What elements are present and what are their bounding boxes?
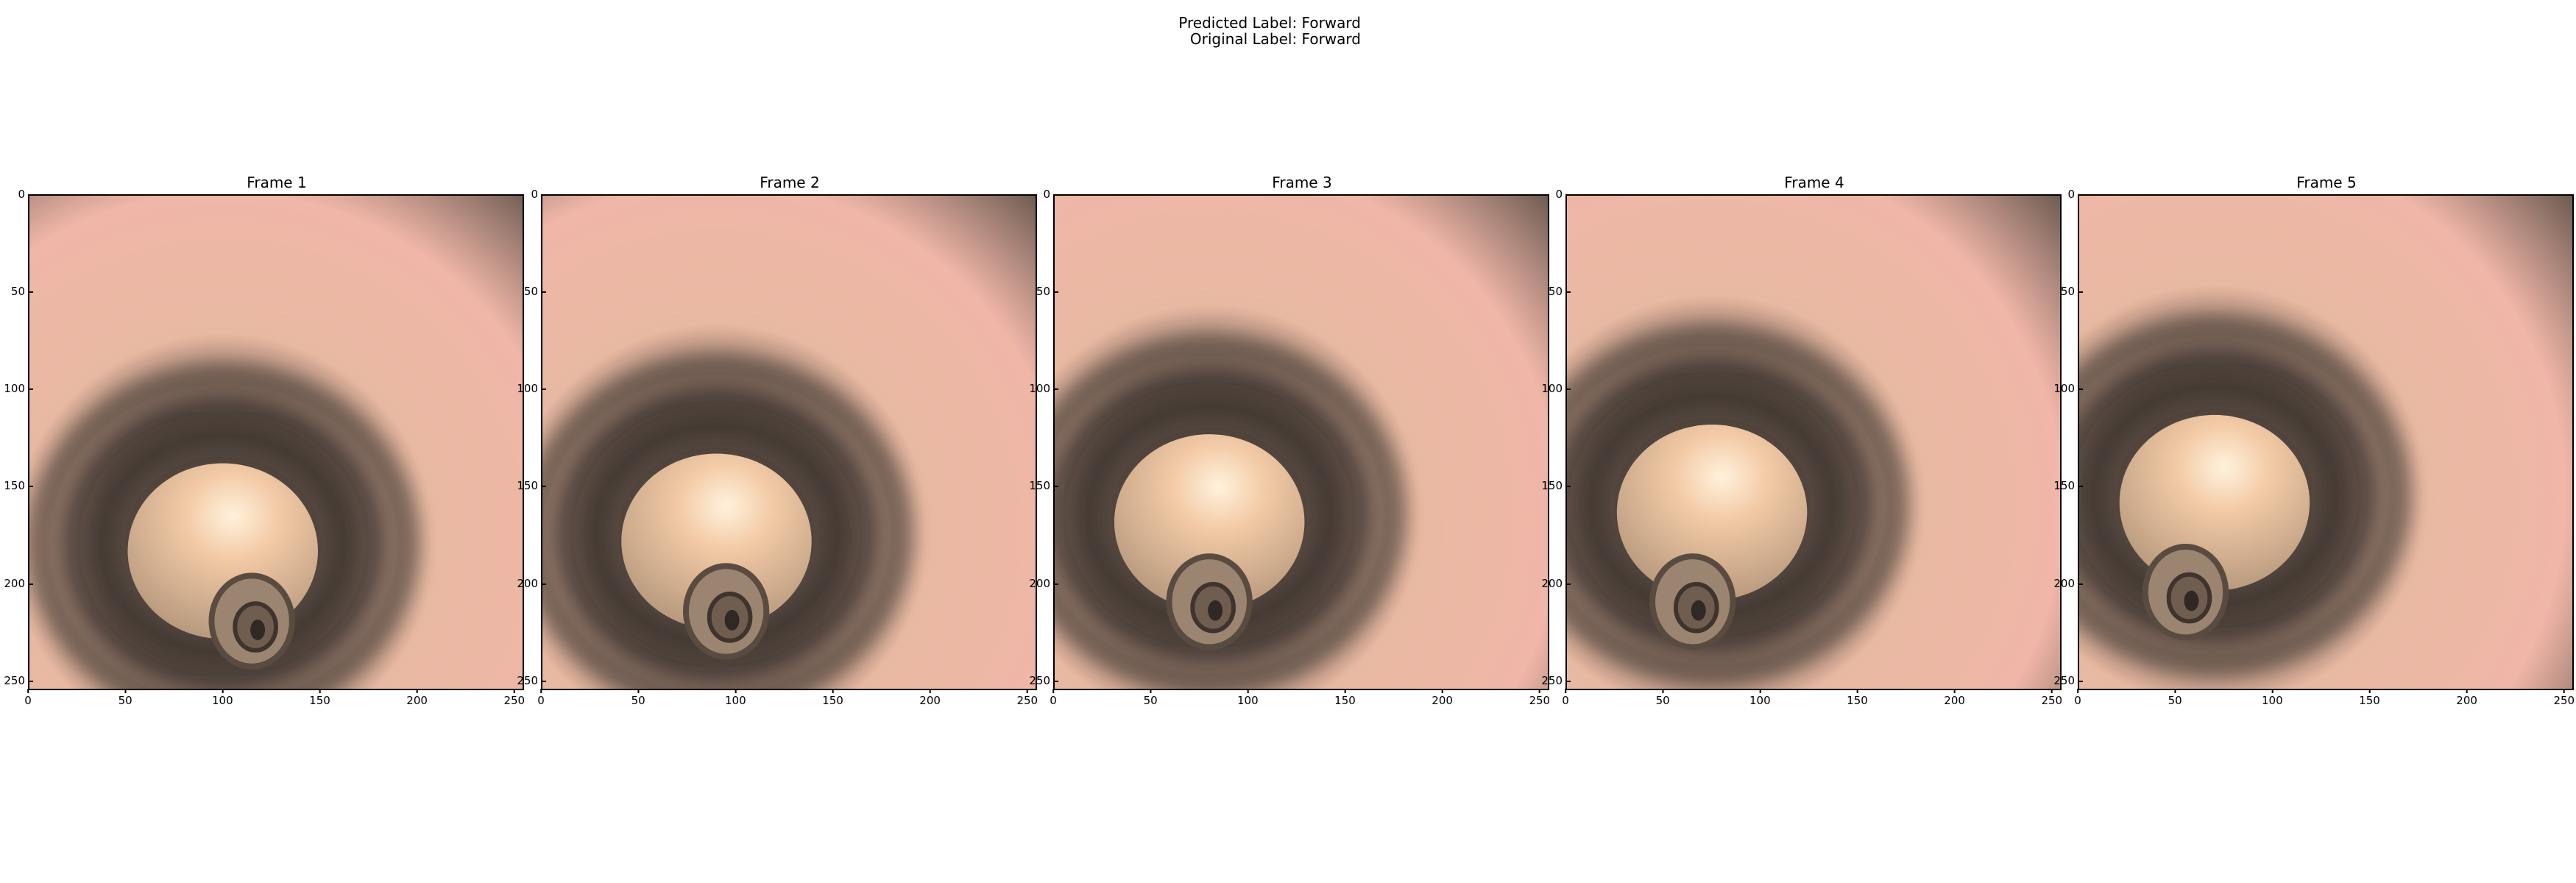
frame-panel-4: Frame 4 0 50 100 150 200 250 0 50 100 150 200 250	[1538, 174, 2062, 733]
x-tick-label: 100	[1236, 689, 1259, 707]
x-tick-label: 50	[118, 689, 132, 707]
y-tick-label: 150	[4, 479, 33, 493]
frame-panel-3: Frame 3 0 50 100 150 200 250 0 50 100 150 200 250	[1025, 174, 1550, 733]
frame-panel-2: Frame 2 0 50 100 150 200 250 0 50 100 150 200 250	[513, 174, 1038, 733]
figure-suptitle: Predicted Label: Forward Original Label:…	[1104, 15, 1361, 47]
y-tick-label: 50	[1036, 285, 1059, 299]
y-tick-label: 200	[517, 576, 546, 590]
y-tick-label: 200	[4, 576, 33, 590]
x-tick-label: 150	[2359, 689, 2380, 707]
x-tick-label: 100	[724, 689, 746, 707]
y-tick-label: 100	[1029, 382, 1058, 396]
y-tick-label: 50	[2060, 285, 2084, 299]
y-tick-label: 150	[1541, 479, 1571, 493]
y-tick-label: 150	[2053, 479, 2083, 493]
x-tick-label: 0	[24, 689, 32, 707]
original-label: Original Label: Forward	[1189, 30, 1361, 48]
y-tick-label: 150	[1029, 479, 1058, 493]
x-tick-label: 250	[1529, 689, 1551, 707]
x-tick-label: 150	[309, 689, 330, 707]
x-tick-label: 200	[1432, 689, 1453, 707]
x-tick-label: 150	[822, 689, 843, 707]
frame-image	[541, 194, 1037, 690]
y-tick-label: 50	[10, 285, 34, 299]
y-tick-label: 0	[531, 188, 546, 201]
x-tick-label: 100	[1749, 689, 1771, 707]
x-tick-label: 0	[1562, 689, 1569, 707]
y-tick-label: 150	[517, 479, 546, 493]
y-tick-label: 100	[4, 382, 33, 396]
predicted-label: Predicted Label: Forward	[1178, 14, 1361, 32]
y-tick-label: 50	[1548, 285, 1571, 299]
x-tick-label: 250	[503, 689, 526, 707]
y-tick-label: 0	[2067, 188, 2083, 201]
y-tick-label: 200	[1029, 576, 1058, 590]
x-tick-label: 100	[2261, 689, 2283, 707]
y-tick-label: 250	[517, 673, 546, 687]
frame-title: Frame 4	[1784, 174, 1844, 191]
x-tick-label: 150	[1334, 689, 1356, 707]
x-tick-label: 0	[2074, 689, 2081, 707]
x-tick-label: 250	[2553, 689, 2575, 707]
frame-title: Frame 2	[760, 174, 820, 191]
frame-image	[28, 194, 524, 690]
x-tick-label: 100	[211, 689, 233, 707]
y-tick-label: 100	[517, 382, 546, 396]
y-tick-label: 100	[2053, 382, 2083, 396]
x-tick-label: 250	[2041, 689, 2063, 707]
y-tick-label: 0	[18, 188, 33, 201]
frame-panel-5: Frame 5 0 50 100 150 200 250 0 50 100 150 200 250	[2050, 174, 2575, 733]
y-tick-label: 0	[1043, 188, 1058, 201]
y-tick-label: 250	[1029, 673, 1058, 687]
x-tick-label: 50	[631, 689, 645, 707]
x-tick-label: 250	[1016, 689, 1038, 707]
y-tick-label: 250	[1541, 673, 1571, 687]
y-tick-label: 200	[1541, 576, 1571, 590]
y-tick-label: 0	[1555, 188, 1571, 201]
x-tick-label: 50	[2168, 689, 2182, 707]
x-tick-label: 0	[1050, 689, 1057, 707]
y-tick-label: 50	[523, 285, 547, 299]
y-tick-label: 100	[1541, 382, 1571, 396]
frame-title: Frame 1	[247, 174, 307, 191]
y-tick-label: 250	[4, 673, 33, 687]
x-tick-label: 200	[2456, 689, 2477, 707]
frame-panel-1: Frame 1 0 50 100 150 200 250 0 50 100 150 200 250	[0, 174, 525, 733]
frame-image	[1565, 194, 2062, 690]
frame-image	[1053, 194, 1549, 690]
frame-title: Frame 3	[1272, 174, 1332, 191]
x-tick-label: 200	[919, 689, 941, 707]
x-tick-label: 200	[406, 689, 428, 707]
y-tick-label: 250	[2053, 673, 2083, 687]
x-tick-label: 150	[1847, 689, 1868, 707]
x-tick-label: 200	[1944, 689, 1965, 707]
frame-title: Frame 5	[2296, 174, 2357, 191]
x-tick-label: 50	[1143, 689, 1158, 707]
x-tick-label: 50	[1655, 689, 1670, 707]
x-tick-label: 0	[537, 689, 545, 707]
y-tick-label: 200	[2053, 576, 2083, 590]
frame-image	[2078, 194, 2574, 690]
